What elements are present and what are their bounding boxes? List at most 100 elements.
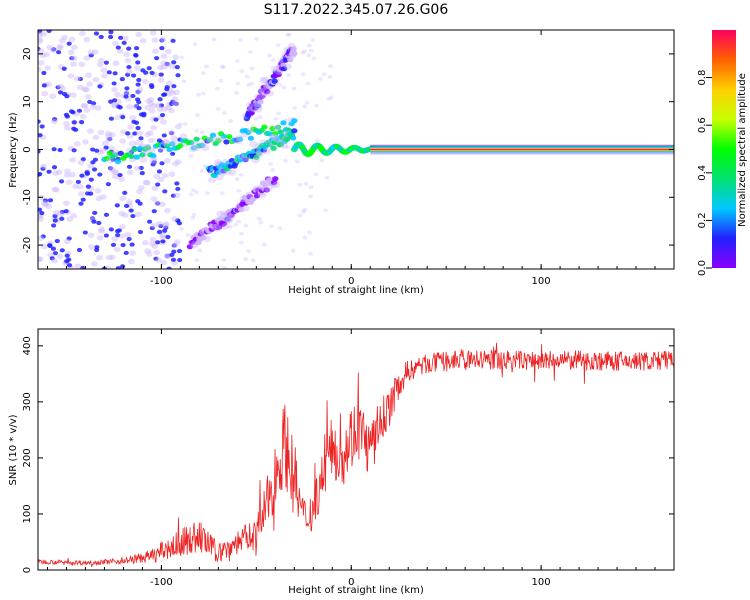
spectrum-point bbox=[59, 209, 66, 215]
spectrum-point bbox=[38, 172, 41, 177]
spectrum-point bbox=[94, 188, 102, 194]
spectrum-point bbox=[120, 264, 126, 269]
spectrum-point bbox=[93, 31, 100, 36]
spectrum-point bbox=[175, 186, 181, 192]
spectrum-point bbox=[130, 93, 136, 99]
spectrum-point bbox=[52, 117, 58, 122]
spectrum-point bbox=[323, 208, 329, 213]
spectrogram-xlabel: Height of straight line (km) bbox=[288, 285, 424, 296]
spectrum-point bbox=[307, 230, 312, 235]
spectrum-point bbox=[129, 242, 135, 247]
spectrum-point bbox=[119, 195, 127, 202]
spectrum-point bbox=[272, 181, 281, 188]
spectrum-point bbox=[133, 46, 140, 51]
spectrum-point bbox=[160, 64, 168, 70]
spectrum-point bbox=[105, 130, 112, 137]
y-tick-label: 300 bbox=[22, 392, 33, 411]
spectrum-point bbox=[268, 162, 273, 167]
spectrum-point bbox=[87, 99, 93, 105]
spectrum-point bbox=[162, 138, 171, 146]
snr-panel: -100 0 100 0 100 200 300 400 Height of straight… bbox=[8, 328, 675, 596]
y-tick-label: 0 bbox=[22, 146, 33, 152]
spectrum-point bbox=[79, 173, 85, 178]
spectrum-point bbox=[82, 230, 88, 235]
spectrum-point bbox=[52, 187, 60, 193]
spectrum-point bbox=[324, 175, 330, 180]
spectrum-point bbox=[110, 102, 118, 108]
spectrum-point bbox=[91, 219, 97, 224]
colorbar-gradient bbox=[712, 30, 736, 268]
spectrum-point bbox=[178, 227, 184, 231]
spectrum-point bbox=[153, 117, 159, 122]
spectrum-point bbox=[88, 244, 95, 250]
spectrum-point bbox=[108, 145, 115, 152]
spectrum-point bbox=[161, 106, 169, 112]
spectrum-point bbox=[283, 63, 292, 70]
spectrum-point bbox=[159, 201, 166, 208]
spectrum-point bbox=[156, 169, 163, 174]
spectrum-point bbox=[77, 159, 85, 166]
spectrum-point bbox=[243, 223, 249, 228]
spectrogram-marks bbox=[38, 30, 674, 269]
spectrum-point bbox=[41, 90, 49, 97]
spectrum-point bbox=[308, 251, 313, 256]
spectrum-point bbox=[83, 55, 91, 61]
spectrum-point bbox=[270, 180, 278, 186]
spectrum-point bbox=[182, 121, 188, 126]
spectrum-point bbox=[141, 240, 149, 246]
spectrum-point bbox=[94, 247, 100, 253]
spectrum-point bbox=[216, 210, 225, 218]
snr-axes: -100 0 100 0 100 200 300 400 bbox=[22, 329, 675, 588]
spectrum-point bbox=[163, 253, 171, 260]
spectrum-point bbox=[224, 216, 231, 222]
spectrum-point bbox=[173, 101, 179, 106]
spectrum-point bbox=[114, 203, 120, 208]
spectrum-point bbox=[291, 118, 298, 124]
spectrum-point bbox=[96, 61, 104, 68]
spectrum-point bbox=[270, 145, 277, 151]
spectrum-point bbox=[274, 124, 282, 130]
spectrum-point bbox=[133, 53, 139, 58]
spectrum-point bbox=[116, 48, 124, 54]
spectrum-point bbox=[257, 99, 264, 105]
spectrum-point bbox=[159, 232, 167, 239]
spectrum-point bbox=[87, 163, 95, 169]
spectrum-point bbox=[159, 234, 166, 241]
spectrum-point bbox=[70, 212, 78, 219]
spectrum-point bbox=[170, 38, 176, 43]
spectrum-point bbox=[38, 133, 43, 138]
spectrum-point bbox=[108, 34, 114, 40]
spectrum-point bbox=[239, 69, 245, 74]
spectrum-point bbox=[78, 30, 86, 37]
spectrum-point bbox=[121, 40, 127, 46]
spectrum-point bbox=[302, 49, 308, 54]
spectrum-point bbox=[87, 128, 94, 134]
spectrum-point bbox=[174, 159, 182, 165]
spectrum-point bbox=[63, 172, 71, 178]
spectrum-point bbox=[132, 131, 138, 136]
spectrum-point bbox=[262, 182, 269, 188]
spectrum-point bbox=[168, 131, 175, 136]
spectrum-point bbox=[107, 166, 114, 171]
spectrum-point bbox=[228, 169, 237, 176]
spectrum-point bbox=[129, 250, 137, 256]
spectrum-point bbox=[112, 71, 118, 76]
spectrum-point bbox=[108, 116, 115, 121]
spectrum-point bbox=[193, 136, 200, 142]
spectrum-point bbox=[149, 30, 157, 36]
spectrum-point bbox=[207, 137, 214, 143]
spectrum-point bbox=[153, 249, 161, 256]
spectrum-point bbox=[70, 110, 76, 115]
spectrum-point bbox=[117, 172, 123, 178]
spectrum-point bbox=[236, 188, 242, 193]
spectrum-point bbox=[120, 115, 126, 120]
spectrum-point bbox=[38, 149, 41, 154]
spectrum-point bbox=[188, 192, 194, 197]
spectrum-point bbox=[99, 147, 107, 154]
spectrum-point bbox=[66, 263, 73, 268]
spectrum-point bbox=[138, 165, 144, 171]
spectrum-point bbox=[306, 53, 312, 58]
x-tick-label: -100 bbox=[150, 577, 173, 588]
spectrum-point bbox=[272, 176, 279, 182]
spectrum-point bbox=[64, 114, 70, 119]
